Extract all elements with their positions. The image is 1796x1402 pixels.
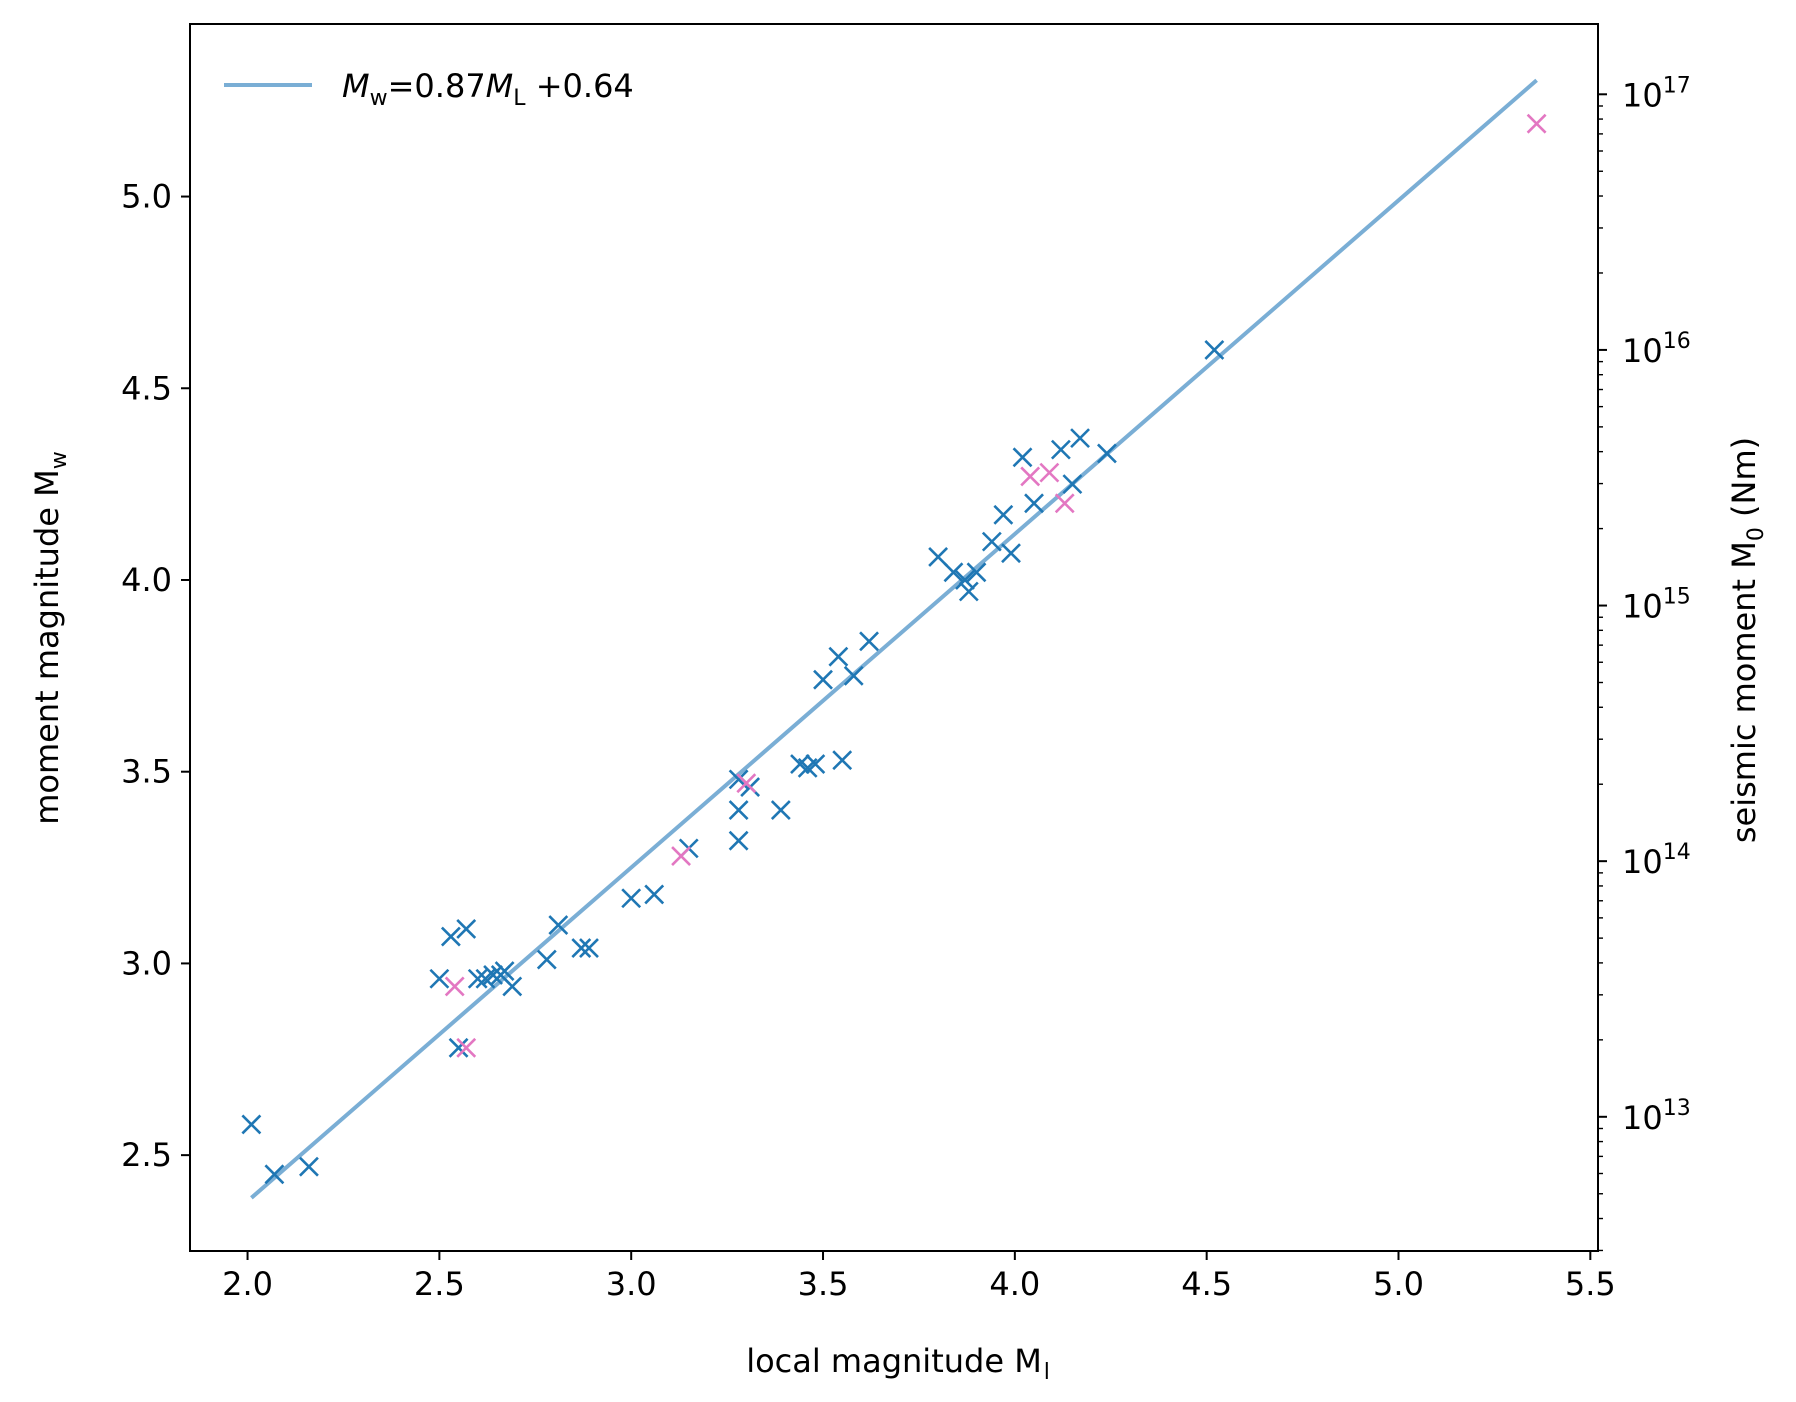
data-point <box>467 968 488 989</box>
data-point <box>440 926 461 947</box>
data-point <box>536 949 557 970</box>
y2-axis-title-subscript: 0 <box>1744 527 1769 541</box>
data-point <box>1062 474 1083 495</box>
x-tick-label: 5.5 <box>1565 1265 1616 1303</box>
data-point <box>448 1037 469 1058</box>
data-point <box>1054 493 1075 514</box>
data-point <box>483 965 504 985</box>
y2-axis-ticks: 1013 1014 1015 1016 1017 <box>1598 73 1691 1252</box>
data-point <box>832 750 853 771</box>
x-tick-label: 5.0 <box>1373 1265 1424 1303</box>
data-point <box>981 531 1002 552</box>
data-point <box>828 646 849 667</box>
data-point <box>456 1037 477 1058</box>
data-point <box>456 918 477 939</box>
y2-tick-label: 1013 <box>1622 1096 1691 1137</box>
data-point <box>859 631 879 652</box>
x-tick-label: 3.5 <box>798 1265 849 1303</box>
data-point <box>1039 462 1060 483</box>
data-point <box>728 800 749 820</box>
data-point <box>429 968 450 989</box>
axes-frame <box>189 23 1599 1252</box>
data-point <box>1204 340 1225 360</box>
y-axis-title-text: moment magnitude M <box>28 469 66 824</box>
data-point <box>1070 428 1090 449</box>
y-tick-label: 5.0 <box>121 178 172 216</box>
data-point <box>966 562 987 583</box>
data-point <box>1020 466 1041 487</box>
series-1 <box>444 113 1547 1058</box>
svg-text:seismic moment M0 (Nm): seismic moment M0 (Nm) <box>1725 437 1769 843</box>
x-tick-label: 4.0 <box>989 1265 1040 1303</box>
data-point <box>728 830 749 851</box>
data-point <box>1012 447 1033 468</box>
data-point <box>1001 543 1021 564</box>
data-point <box>1526 113 1547 134</box>
x-axis-title-subscript: l <box>1044 1360 1050 1385</box>
data-point <box>671 846 691 866</box>
y-tick-label: 3.0 <box>121 944 172 982</box>
y-tick-label: 4.0 <box>121 561 172 599</box>
data-point <box>736 773 757 794</box>
data-point <box>502 976 523 997</box>
data-point <box>571 938 592 959</box>
y2-axis-title-text: seismic moment M <box>1725 541 1763 843</box>
y-axis-ticks: 2.5 3.0 3.5 4.0 4.5 5.0 <box>121 178 190 1174</box>
data-point <box>241 1114 262 1135</box>
data-point <box>1050 439 1071 460</box>
y-tick-label: 4.5 <box>121 369 172 407</box>
data-point <box>958 581 979 602</box>
x-axis-title-text: local magnitude M <box>746 1342 1042 1380</box>
data-point <box>494 961 515 982</box>
y-axis-title: moment magnitude Mw <box>28 451 72 824</box>
data-point <box>1024 493 1044 514</box>
legend: Mw=0.87ML +0.64 <box>224 67 634 111</box>
y2-tick-label: 1017 <box>1622 73 1691 114</box>
data-point <box>928 547 949 567</box>
y-axis-title-subscript: w <box>47 451 72 469</box>
data-point <box>1097 443 1117 464</box>
x-tick-label: 3.0 <box>606 1265 657 1303</box>
x-tick-label: 2.0 <box>222 1265 273 1303</box>
y2-tick-label: 1016 <box>1622 329 1691 370</box>
data-point <box>943 562 964 583</box>
legend-fit-label: Mw=0.87ML +0.64 <box>342 67 634 111</box>
fit-line <box>250 78 1538 1200</box>
y-tick-label: 2.5 <box>121 1136 172 1174</box>
y2-tick-label: 1014 <box>1622 840 1691 881</box>
data-point <box>444 976 465 997</box>
data-point <box>955 570 975 590</box>
plot-area <box>241 78 1547 1200</box>
series-0 <box>241 340 1225 1185</box>
data-point <box>813 669 833 690</box>
data-point <box>805 754 826 774</box>
y-tick-label: 3.5 <box>121 753 172 791</box>
data-point <box>264 1164 285 1185</box>
data-point <box>993 504 1014 525</box>
y2-axis-title: seismic moment M0 (Nm) <box>1725 437 1769 843</box>
x-tick-label: 2.5 <box>414 1265 465 1303</box>
x-tick-label: 4.5 <box>1181 1265 1232 1303</box>
y2-tick-label: 1015 <box>1622 585 1691 626</box>
svg-text:moment magnitude Mw: moment magnitude Mw <box>28 451 72 824</box>
y2-axis-title-unit: (Nm) <box>1725 437 1763 527</box>
data-point <box>644 884 665 905</box>
data-point <box>548 915 569 935</box>
data-point <box>621 888 642 909</box>
data-point <box>843 665 864 686</box>
data-point <box>299 1156 319 1177</box>
x-axis-ticks: 2.0 2.5 3.0 3.5 4.0 4.5 5.0 5.5 <box>222 1251 1616 1303</box>
x-axis-title: local magnitude M​ <box>746 1342 1042 1380</box>
data-point <box>579 938 599 959</box>
data-point <box>770 800 791 820</box>
